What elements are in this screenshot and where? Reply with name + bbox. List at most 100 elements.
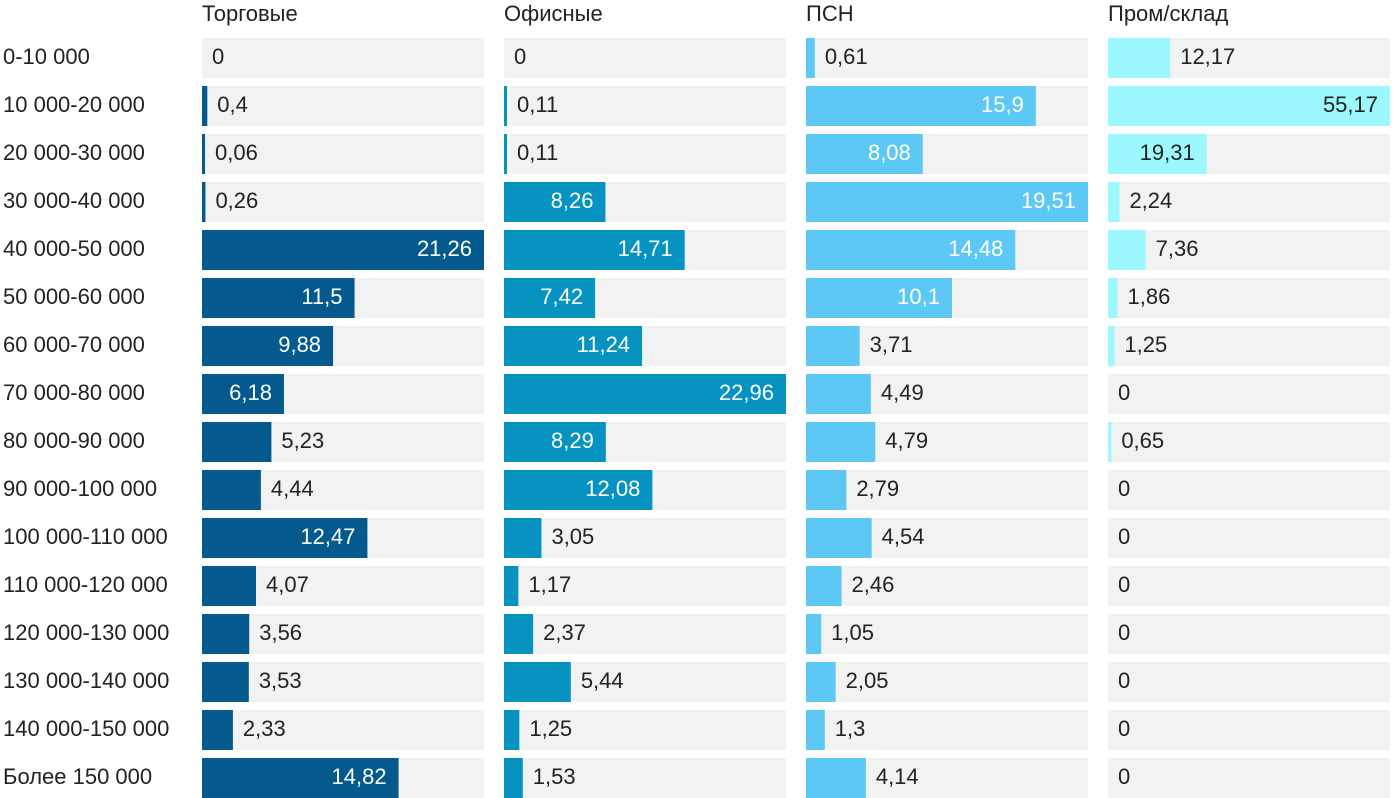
data-label: 2,05 <box>846 668 889 693</box>
category-label: 90 000-100 000 <box>3 476 157 501</box>
bar <box>202 86 208 126</box>
bar <box>806 758 866 798</box>
bar <box>202 710 233 750</box>
bar-track <box>202 134 484 174</box>
panel-title: Пром/склад <box>1108 1 1228 26</box>
panel-title: Торговые <box>202 1 298 26</box>
data-label: 0 <box>1118 572 1130 597</box>
bar <box>504 278 596 318</box>
bar <box>504 758 523 798</box>
bar <box>504 518 542 558</box>
bar <box>202 374 284 414</box>
data-label: 1,17 <box>528 572 571 597</box>
bar-track <box>1108 614 1390 654</box>
data-label: 0 <box>1118 380 1130 405</box>
data-label: 5,23 <box>281 428 324 453</box>
data-label: 21,26 <box>417 236 472 261</box>
data-label: 2,33 <box>243 716 286 741</box>
bar-track <box>1108 662 1390 702</box>
data-label: 0 <box>1118 476 1130 501</box>
bar <box>504 710 520 750</box>
bar <box>806 374 871 414</box>
data-label: 2,46 <box>852 572 895 597</box>
bar <box>202 614 250 654</box>
data-label: 55,17 <box>1323 92 1378 117</box>
data-label: 2,79 <box>856 476 899 501</box>
bar-track <box>1108 278 1390 318</box>
bar <box>806 230 1016 270</box>
category-label: 110 000-120 000 <box>3 572 168 597</box>
data-label: 1,86 <box>1128 284 1171 309</box>
bar-track <box>806 470 1088 510</box>
bar-track <box>1108 374 1390 414</box>
data-label: 3,56 <box>259 620 302 645</box>
bar-track <box>202 710 484 750</box>
data-label: 0 <box>212 44 224 69</box>
data-label: 0 <box>1118 764 1130 789</box>
bar-track <box>1108 566 1390 606</box>
data-label: 19,31 <box>1140 140 1195 165</box>
bar <box>504 86 507 126</box>
bar <box>504 374 786 414</box>
bar <box>504 662 571 702</box>
data-label: 4,54 <box>882 524 925 549</box>
bar-track <box>806 614 1088 654</box>
data-label: 0,4 <box>217 92 248 117</box>
bar-track <box>504 758 786 798</box>
data-label: 3,53 <box>259 668 302 693</box>
bar <box>504 134 507 174</box>
bar-track <box>504 134 786 174</box>
bar <box>806 710 825 750</box>
data-label: 19,51 <box>1021 188 1076 213</box>
bar <box>806 38 815 78</box>
category-label: 20 000-30 000 <box>3 140 145 165</box>
data-label: 0,06 <box>215 140 258 165</box>
bar-track <box>504 710 786 750</box>
bar <box>1108 38 1171 78</box>
bar <box>1108 326 1115 366</box>
panel-title: Офисные <box>504 1 603 26</box>
bar-track <box>1108 710 1390 750</box>
category-label: 40 000-50 000 <box>3 236 145 261</box>
data-label: 0,65 <box>1121 428 1164 453</box>
data-label: 1,05 <box>831 620 874 645</box>
bar <box>806 518 872 558</box>
bar <box>202 422 272 462</box>
data-label: 6,18 <box>229 380 272 405</box>
data-label: 4,49 <box>881 380 924 405</box>
bar <box>806 278 952 318</box>
data-label: 7,42 <box>540 284 583 309</box>
data-label: 8,08 <box>868 140 911 165</box>
bar-track <box>1108 518 1390 558</box>
data-label: 7,36 <box>1156 236 1199 261</box>
bar <box>202 518 368 558</box>
bar-track <box>1108 326 1390 366</box>
data-label: 3,71 <box>870 332 913 357</box>
data-label: 14,71 <box>618 236 673 261</box>
data-label: 4,44 <box>271 476 314 501</box>
bar-track <box>504 38 786 78</box>
data-label: 3,05 <box>551 524 594 549</box>
bar <box>202 230 484 270</box>
bar <box>1108 422 1112 462</box>
category-label: 30 000-40 000 <box>3 188 145 213</box>
bar <box>1108 134 1207 174</box>
bar-track <box>202 38 484 78</box>
bar <box>202 326 334 366</box>
category-label: 60 000-70 000 <box>3 332 145 357</box>
data-label: 4,14 <box>876 764 919 789</box>
bar-track <box>1108 182 1390 222</box>
data-label: 22,96 <box>719 380 774 405</box>
bar <box>806 182 1088 222</box>
bar <box>504 230 685 270</box>
bar <box>806 662 836 702</box>
bar <box>504 326 643 366</box>
data-label: 0,26 <box>215 188 258 213</box>
data-label: 11,5 <box>301 284 342 309</box>
category-label: 120 000-130 000 <box>3 620 169 645</box>
data-label: 0 <box>1118 620 1130 645</box>
data-label: 12,17 <box>1180 44 1235 69</box>
bar <box>504 182 606 222</box>
category-label: 70 000-80 000 <box>3 380 145 405</box>
data-label: 4,79 <box>885 428 928 453</box>
